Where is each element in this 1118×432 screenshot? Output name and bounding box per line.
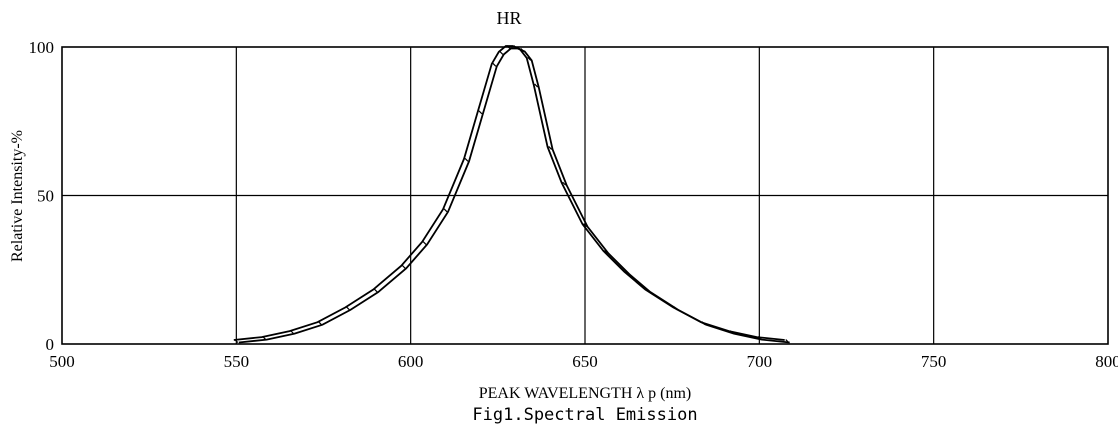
plot-area-frame <box>61 46 1109 345</box>
chart-title: HR <box>496 8 521 28</box>
x-tick-label: 600 <box>398 352 424 371</box>
plot-frame <box>61 46 1109 345</box>
data-point <box>499 51 504 55</box>
data-point <box>506 45 511 49</box>
data-point <box>624 270 629 275</box>
data-point <box>478 110 483 115</box>
data-point <box>464 157 469 162</box>
y-tick-label: 50 <box>37 187 54 206</box>
data-point <box>603 250 608 254</box>
data-point <box>262 336 267 340</box>
data-point <box>785 339 790 343</box>
x-tick-label: 750 <box>921 352 947 371</box>
data-point <box>345 306 350 311</box>
grid-lines <box>62 47 1108 344</box>
data-point <box>401 264 406 269</box>
y-tick-label: 0 <box>46 335 55 354</box>
data-point <box>729 330 734 335</box>
data-point <box>373 288 378 293</box>
x-tick-label: 550 <box>224 352 250 371</box>
x-axis-label: PEAK WAVELENGTH λ p (nm) <box>479 385 691 402</box>
series-line-outer <box>233 45 785 341</box>
y-tick-label: 100 <box>29 38 55 57</box>
x-tick-label: 650 <box>572 352 598 371</box>
data-point <box>443 208 448 213</box>
data-point <box>583 223 587 228</box>
data-point <box>422 241 427 245</box>
x-tick-label: 500 <box>49 352 75 371</box>
data-point <box>562 181 567 186</box>
data-point <box>701 321 706 326</box>
data-point <box>548 146 553 150</box>
data-point <box>757 336 762 340</box>
data-point <box>645 288 650 293</box>
x-tick-label: 700 <box>747 352 773 371</box>
data-point <box>673 306 678 311</box>
data-point <box>534 83 539 88</box>
data-point <box>290 330 295 335</box>
data-point <box>520 48 525 52</box>
data-point <box>513 45 518 49</box>
y-tick-labels: 0 50 100 <box>29 38 55 354</box>
series-lines <box>233 45 790 344</box>
x-tick-labels: 500 550 600 650 700 750 800 <box>49 352 1118 371</box>
data-point <box>318 321 322 326</box>
x-tick-label: 800 <box>1095 352 1118 371</box>
data-point <box>527 56 532 61</box>
data-point <box>492 62 497 67</box>
y-axis-label: Relative Intensity-% <box>9 130 26 262</box>
figure-caption: Fig1.Spectral Emission <box>472 405 697 425</box>
series-line-inner <box>238 47 790 344</box>
data-point <box>234 339 239 343</box>
series-line <box>236 47 787 341</box>
